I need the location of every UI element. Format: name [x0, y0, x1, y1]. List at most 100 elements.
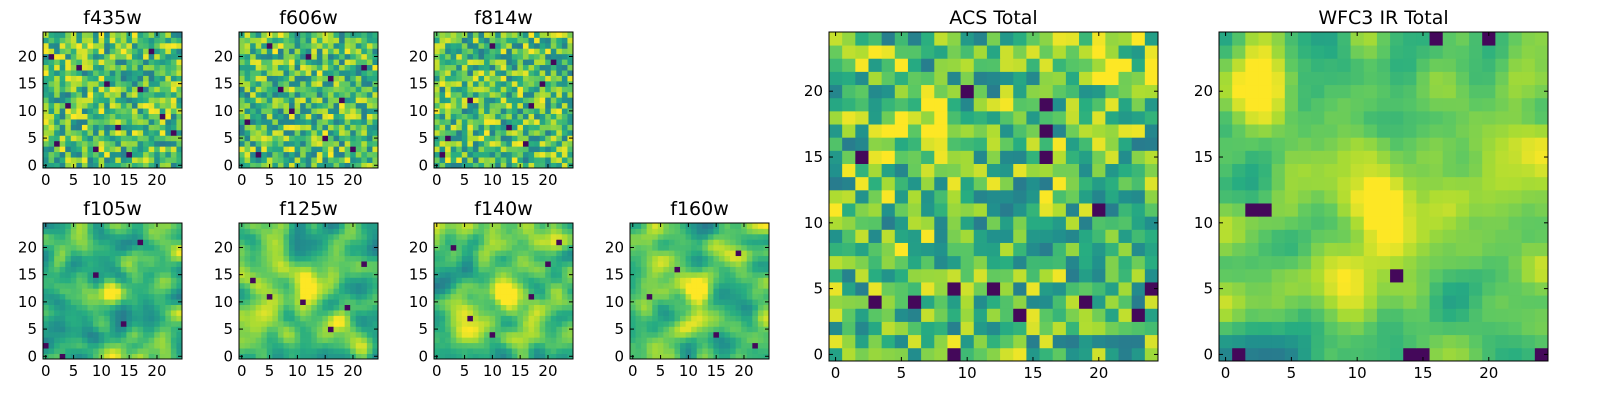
heatmap-cell — [305, 277, 312, 284]
heatmap-cell — [255, 337, 262, 344]
heatmap-cell — [289, 223, 295, 229]
heatmap-cell — [48, 157, 55, 163]
heatmap-cell — [311, 271, 318, 278]
heatmap-cell — [59, 304, 66, 311]
x-tick-label: 10 — [679, 362, 698, 380]
heatmap-cell — [489, 113, 496, 120]
heatmap-cell — [81, 320, 88, 327]
heatmap-cell — [277, 348, 284, 354]
heatmap-cell — [170, 70, 177, 76]
heatmap-cell — [881, 321, 896, 336]
heatmap-cell — [316, 353, 323, 360]
heatmap-cell — [239, 140, 245, 147]
heatmap-cell — [366, 162, 373, 169]
heatmap-cell — [65, 326, 72, 333]
heatmap-cell — [539, 86, 546, 93]
heatmap-cell — [478, 255, 485, 262]
heatmap-cell — [93, 271, 99, 278]
heatmap-cell — [244, 80, 251, 87]
heatmap-cell — [668, 282, 675, 289]
heatmap-cell — [484, 288, 490, 295]
heatmap-cell — [522, 75, 529, 82]
heatmap-cell — [327, 146, 334, 153]
heatmap-cell — [434, 129, 440, 136]
heatmap-cell — [680, 326, 686, 333]
heatmap-cell — [115, 97, 122, 104]
heatmap-cell — [43, 59, 49, 66]
heatmap-cell — [239, 97, 245, 104]
heatmap-cell — [372, 97, 379, 104]
heatmap-cell — [439, 244, 446, 251]
heatmap-cell — [361, 304, 368, 311]
heatmap-cell — [439, 250, 446, 257]
heatmap-cell — [567, 293, 574, 300]
heatmap-cell — [495, 353, 502, 360]
heatmap-cell — [522, 326, 529, 333]
heatmap-cell — [115, 233, 122, 240]
heatmap-cell — [294, 102, 301, 109]
heatmap-cell — [461, 261, 468, 267]
heatmap-cell — [98, 299, 105, 305]
heatmap-cell — [316, 233, 323, 240]
heatmap-cell — [630, 293, 636, 300]
heatmap-cell — [550, 119, 557, 125]
heatmap-cell — [294, 271, 301, 278]
heatmap-cell — [65, 310, 72, 316]
heatmap-cell — [333, 271, 340, 278]
heatmap-cell — [244, 353, 251, 360]
heatmap-cell — [489, 337, 496, 344]
heatmap-cell — [316, 37, 323, 44]
heatmap-cell — [70, 124, 77, 131]
heatmap-cell — [81, 299, 88, 305]
heatmap-cell — [283, 326, 290, 333]
heatmap-cell — [445, 255, 452, 262]
heatmap-cell — [718, 348, 725, 354]
heatmap-cell — [170, 326, 177, 333]
heatmap-cell — [1013, 229, 1027, 243]
heatmap-cell — [159, 135, 166, 142]
heatmap-cell — [567, 310, 574, 316]
heatmap-cell — [511, 266, 518, 273]
heatmap-cell — [567, 70, 574, 76]
heatmap-cell — [115, 315, 122, 322]
heatmap-cell — [115, 102, 122, 109]
panel-title: f105w — [83, 198, 142, 220]
heatmap-cell — [266, 42, 273, 49]
heatmap-cell — [59, 271, 66, 278]
heatmap-cell — [641, 331, 648, 338]
heatmap-cell — [467, 299, 474, 305]
heatmap-cell — [277, 244, 284, 251]
heatmap-cell — [54, 337, 61, 344]
heatmap-cell — [495, 255, 502, 262]
heatmap-cell — [165, 331, 172, 338]
heatmap-cell — [713, 293, 720, 300]
heatmap-cell — [300, 320, 307, 327]
heatmap-cell — [434, 64, 440, 71]
heatmap-cell — [93, 32, 99, 38]
heatmap-cell — [327, 113, 334, 120]
heatmap-cell — [59, 342, 66, 349]
heatmap-cell — [120, 228, 127, 235]
heatmap-cell — [534, 135, 541, 142]
heatmap-cell — [522, 233, 529, 240]
heatmap-cell — [327, 37, 334, 44]
heatmap-cell — [522, 86, 529, 93]
heatmap-cell — [159, 86, 166, 93]
heatmap-cell — [495, 146, 502, 153]
heatmap-cell — [472, 288, 479, 295]
heatmap-cell — [81, 282, 88, 289]
heatmap-cell — [266, 64, 273, 71]
heatmap-cell — [456, 348, 463, 354]
heatmap-cell — [93, 326, 99, 333]
heatmap-cell — [500, 255, 507, 262]
heatmap-cell — [87, 342, 94, 349]
heatmap-cell — [300, 271, 307, 278]
heatmap-cell — [735, 255, 742, 262]
heatmap-cell — [489, 91, 496, 98]
heatmap-cell — [131, 91, 138, 98]
heatmap-cell — [266, 80, 273, 87]
heatmap-cell — [250, 53, 257, 60]
heatmap-cell — [567, 59, 574, 66]
heatmap-cell — [550, 348, 557, 354]
heatmap-cell — [266, 140, 273, 147]
